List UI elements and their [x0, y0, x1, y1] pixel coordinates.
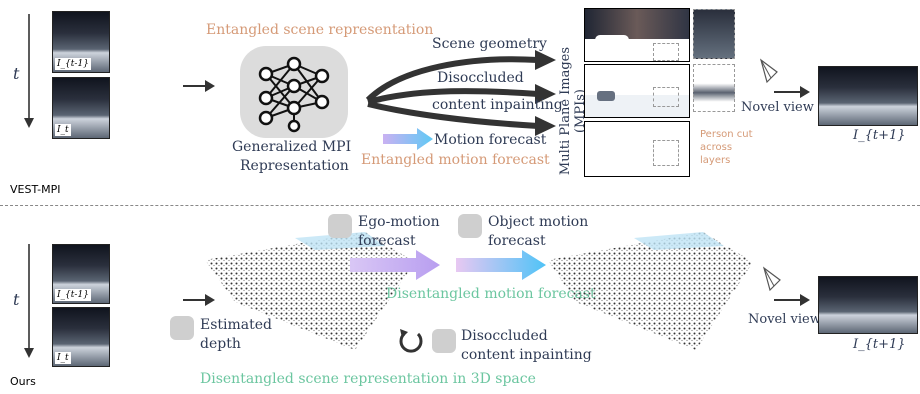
estimated-depth-label: Estimated depth: [200, 317, 273, 352]
network-icon-ego: [328, 214, 352, 238]
mpi-layer-2: [584, 64, 690, 118]
input-frame-curr-bottom: I_t: [52, 307, 110, 367]
time-axis-top: [22, 14, 36, 130]
novel-view-bottom: Novel view: [748, 312, 821, 327]
novel-view-top: Novel view: [741, 100, 814, 115]
entangled-motion-label: Entangled motion forecast: [361, 152, 550, 168]
entangled-scene-title: Entangled scene representation: [206, 22, 434, 38]
ego-motion-arrow: [350, 250, 440, 280]
network-label-2: Representation: [240, 158, 349, 174]
label-content-inpainting: content inpainting: [432, 97, 563, 113]
output-frame-top: [818, 66, 918, 126]
divider: [0, 205, 920, 206]
time-label-bottom: t: [13, 290, 20, 309]
crop-box-2: [693, 64, 735, 112]
arrow-to-network: [183, 78, 217, 94]
arrow-to-output-bottom: [774, 292, 812, 308]
object-motion-arrow: [456, 250, 546, 280]
mpi-layer-3: [584, 121, 690, 177]
time-label-top: t: [13, 64, 20, 83]
disentangled-motion-label: Disentangled motion forecast: [386, 286, 596, 302]
input-frame-curr-top: I_t: [52, 77, 110, 139]
method-label-bottom: Ours: [10, 375, 36, 388]
crop-box-1: [693, 9, 735, 59]
ego-motion-label: Ego-motion forecast: [358, 214, 440, 249]
method-label-top: VEST-MPI: [10, 183, 61, 196]
object-motion-label: Object motion forecast: [488, 214, 589, 249]
person-cut-label: Person cut across layers: [700, 129, 753, 166]
label-scene-geometry: Scene geometry: [432, 36, 547, 52]
curved-arrows: [360, 40, 560, 150]
network-label-1: Generalized MPI: [232, 139, 352, 155]
rotate-arrow-icon: [396, 326, 426, 356]
disentangled-scene-label: Disentangled scene representation in 3D …: [200, 371, 536, 387]
network-icon-inpaint: [432, 329, 456, 353]
input-frame-prev-top: I_{t-1}: [52, 11, 110, 73]
camera-icon-bottom: [760, 266, 782, 292]
camera-icon: [757, 58, 779, 84]
point-cloud-2: [548, 232, 753, 350]
output-label-top: I_{t+1}: [853, 128, 906, 143]
arrow-to-depth: [183, 292, 217, 308]
label-disoccluded: Disoccluded: [437, 70, 524, 86]
mpi-layer-1: [584, 8, 690, 62]
disoccluded-label-bottom: Disoccluded content inpainting: [461, 328, 592, 363]
input-frame-prev-bottom: I_{t-1}: [52, 244, 110, 304]
arrow-to-output-top: [774, 84, 812, 100]
label-motion-forecast: Motion forecast: [434, 132, 547, 148]
network-icon: [258, 56, 330, 133]
network-icon-depth: [170, 316, 194, 340]
output-frame-bottom: [818, 276, 918, 334]
network-icon-object: [458, 214, 482, 238]
output-label-bottom: I_{t+1}: [853, 337, 906, 352]
network-box: [240, 46, 348, 138]
motion-gradient-arrow-top: [383, 128, 433, 150]
time-axis-bottom: [22, 244, 36, 360]
